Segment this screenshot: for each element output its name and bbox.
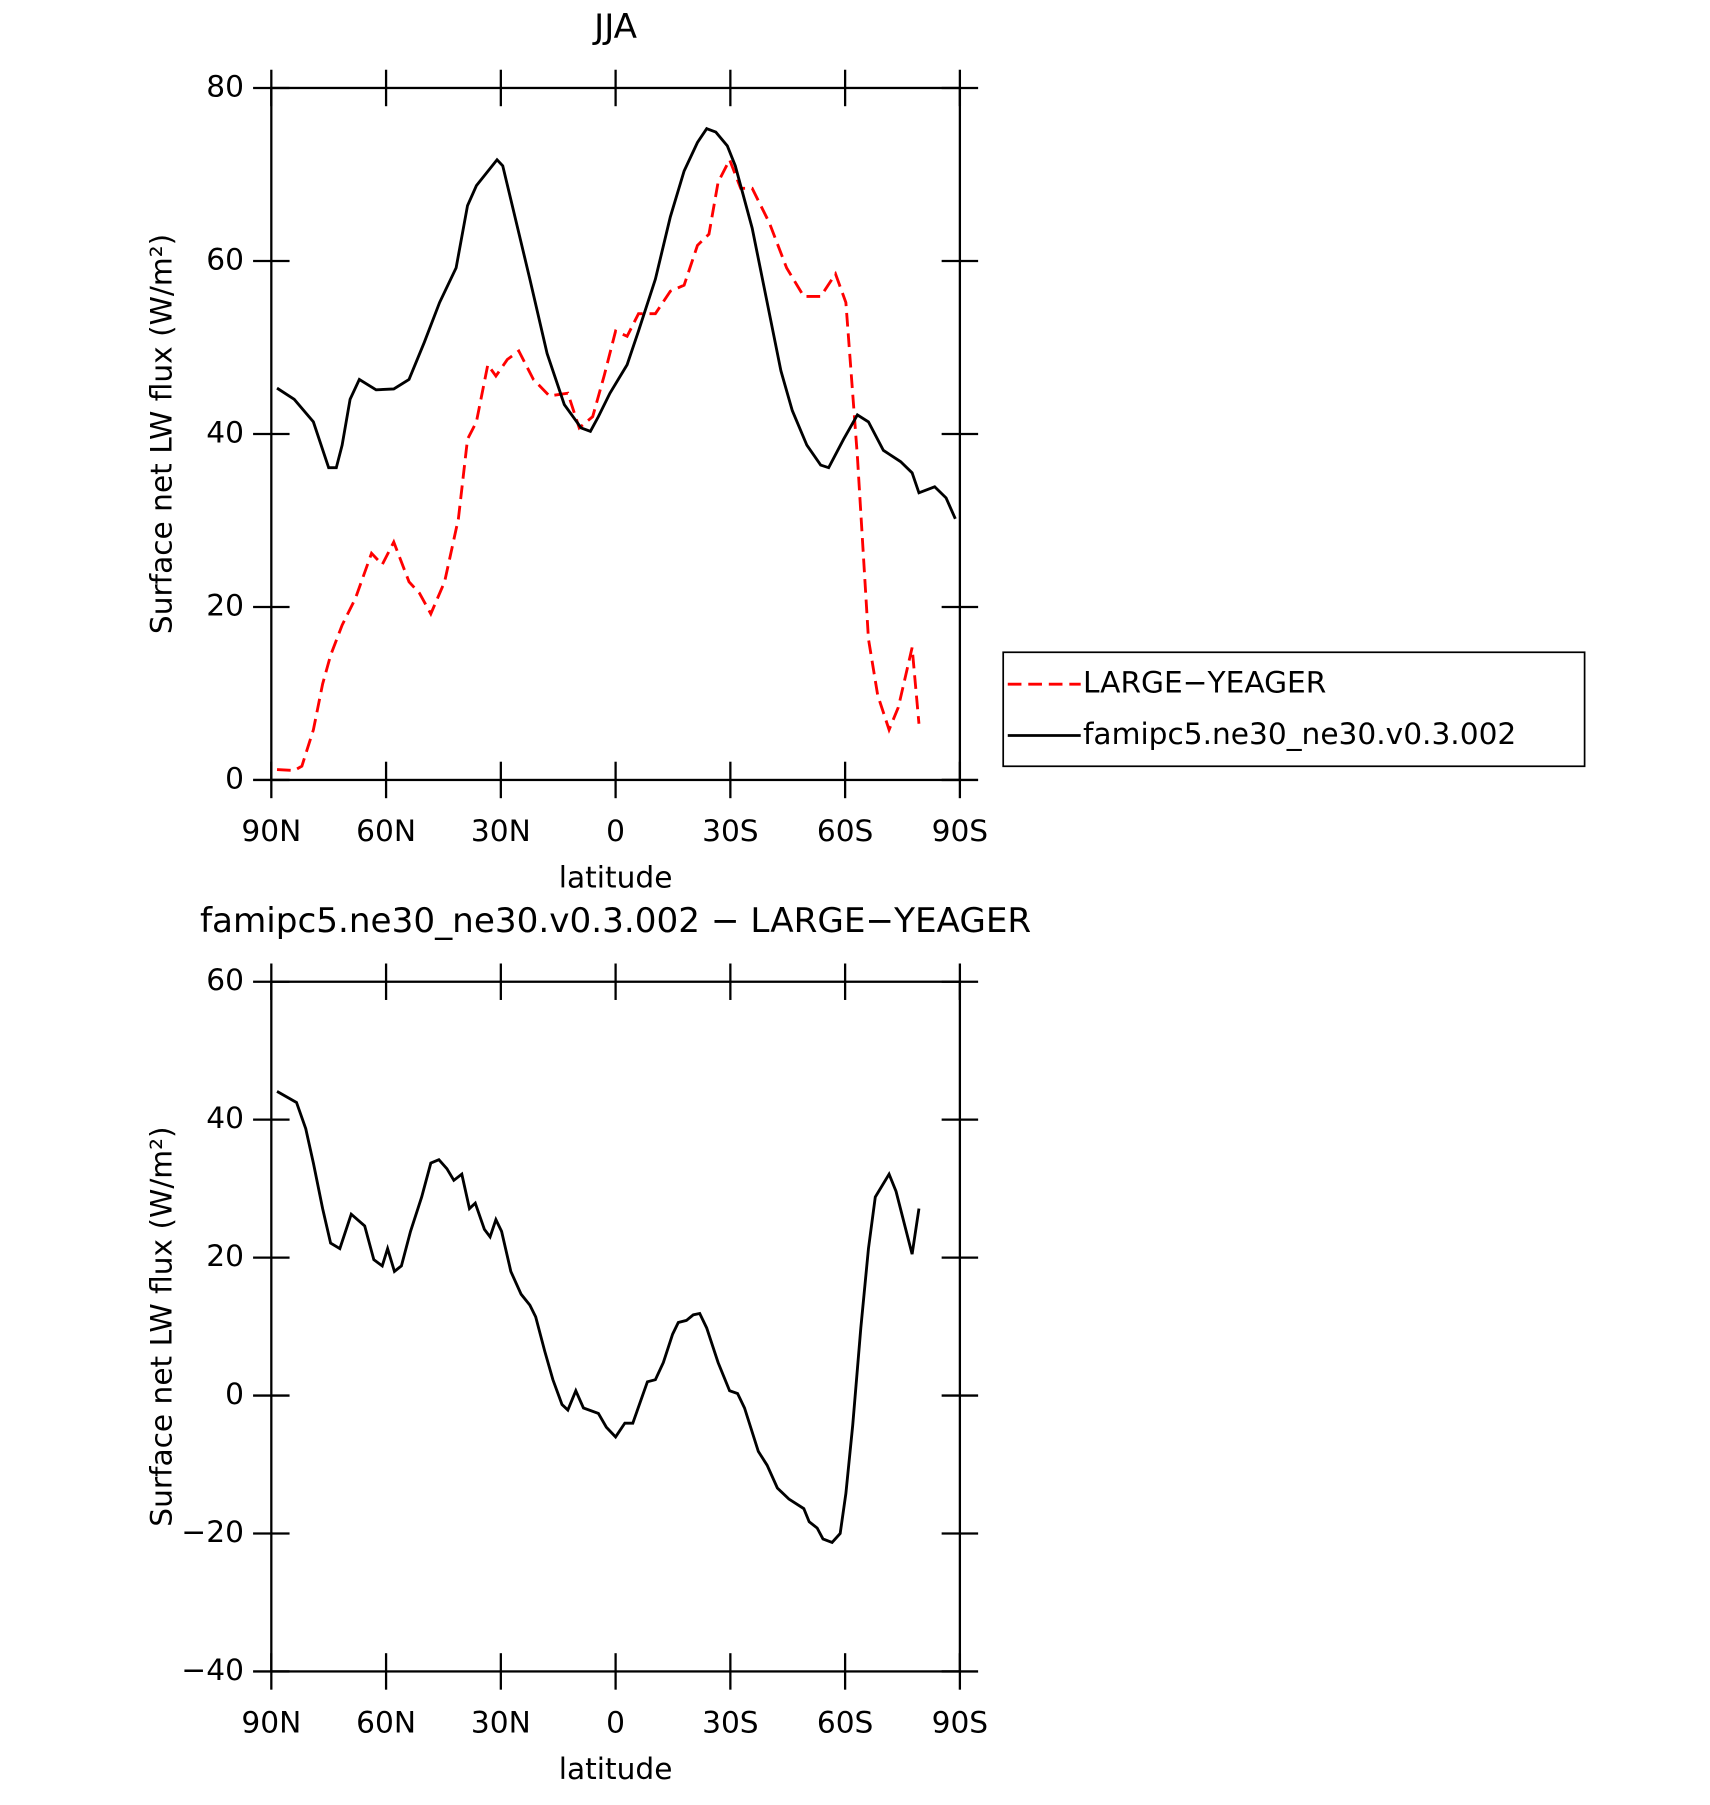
y-tick-label: 60 bbox=[206, 241, 244, 276]
x-tick-label: 30N bbox=[471, 1704, 531, 1739]
x-tick-label: 0 bbox=[606, 1704, 625, 1739]
y-tick-label: 60 bbox=[206, 962, 244, 997]
x-tick-label: 30S bbox=[702, 1704, 759, 1739]
y-tick-label: 20 bbox=[206, 1238, 244, 1273]
x-axis-label: latitude bbox=[559, 860, 673, 895]
x-tick-label: 90S bbox=[932, 1704, 989, 1739]
y-tick-label: 40 bbox=[206, 1100, 244, 1135]
y-tick-label: 20 bbox=[206, 587, 244, 622]
x-axis-label: latitude bbox=[559, 1751, 673, 1786]
plot: famipc5.ne30_ne30.v0.3.002 − LARGE−YEAGE… bbox=[144, 901, 1032, 1786]
chart-title: JJA bbox=[592, 7, 638, 47]
y-tick-label: −20 bbox=[181, 1514, 244, 1549]
x-tick-label: 60N bbox=[356, 1704, 416, 1739]
data-line bbox=[276, 1090, 921, 1545]
plot: JJA latitude Surface net LW flux (W/m²) 0 20… bbox=[144, 7, 1586, 895]
y-tick-label: −40 bbox=[181, 1652, 244, 1687]
x-tick-label: 90N bbox=[241, 1704, 301, 1739]
x-tick-label: 60S bbox=[817, 1704, 874, 1739]
x-tick-label: 60N bbox=[356, 813, 416, 848]
x-tick-label: 90N bbox=[241, 813, 301, 848]
y-tick-label: 80 bbox=[206, 68, 244, 103]
y-tick-label: 0 bbox=[225, 760, 244, 795]
x-tick-label: 90S bbox=[932, 813, 989, 848]
y-axis-label: Surface net LW flux (W/m²) bbox=[144, 234, 179, 634]
x-tick-label: 0 bbox=[606, 813, 625, 848]
data-line bbox=[276, 156, 921, 772]
chart-title: famipc5.ne30_ne30.v0.3.002 − LARGE−YEAGE… bbox=[200, 901, 1031, 941]
data-line bbox=[276, 126, 957, 520]
x-tick-label: 30S bbox=[702, 813, 759, 848]
legend-label: famipc5.ne30_ne30.v0.3.002 bbox=[1083, 716, 1516, 751]
legend-label: LARGE−YEAGER bbox=[1083, 665, 1326, 700]
y-tick-label: 40 bbox=[206, 414, 244, 449]
legend-box bbox=[1002, 651, 1586, 768]
plot-frame bbox=[270, 980, 962, 1673]
x-tick-label: 60S bbox=[817, 813, 874, 848]
plot-frame bbox=[270, 86, 962, 782]
x-tick-label: 30N bbox=[471, 813, 531, 848]
y-axis-label: Surface net LW flux (W/m²) bbox=[144, 1126, 179, 1526]
y-tick-label: 0 bbox=[225, 1376, 244, 1411]
